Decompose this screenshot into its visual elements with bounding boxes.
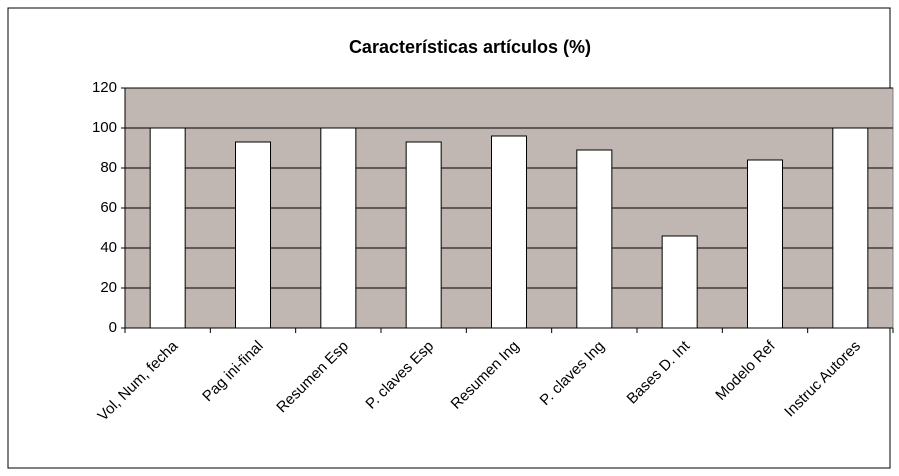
bar — [576, 149, 613, 329]
y-tick-label: 100 — [92, 119, 117, 136]
y-tick-label: 80 — [100, 159, 117, 176]
y-tick-label: 40 — [100, 239, 117, 256]
y-tick-label: 20 — [100, 279, 117, 296]
bar — [149, 127, 186, 329]
y-tick-label: 120 — [92, 79, 117, 96]
bar — [235, 141, 271, 329]
bar — [832, 127, 869, 329]
bar — [747, 159, 783, 329]
chart-title: Características artículos (%) — [349, 37, 591, 57]
y-tick-label: 60 — [100, 199, 117, 216]
y-tick-label: 0 — [109, 319, 117, 336]
bar — [405, 141, 442, 329]
bar — [491, 135, 527, 329]
bar — [320, 127, 357, 329]
bar — [661, 235, 698, 329]
